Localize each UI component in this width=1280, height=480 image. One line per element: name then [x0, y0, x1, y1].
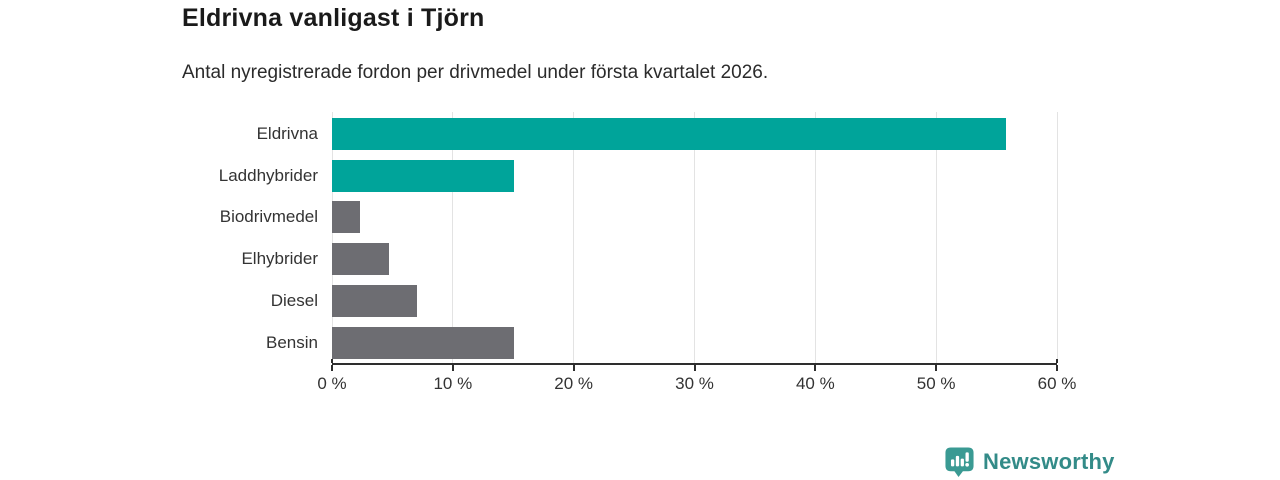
axis-endcap-60 — [1056, 359, 1058, 363]
axis-tick-40 — [814, 365, 817, 371]
gridline-30 — [694, 112, 695, 363]
bar-eldrivna — [332, 118, 1007, 150]
plot-area: 0 % 10 % 20 % 30 % 40 % 50 % 60 % — [317, 112, 1076, 393]
category-label-elhybrider: Elhybrider — [241, 249, 318, 269]
chart-subtitle: Antal nyregistrerade fordon per drivmede… — [182, 62, 769, 83]
axis-tick-60 — [1056, 365, 1058, 371]
bars-layer — [332, 112, 1057, 363]
axis-tick-label-60: 60 % — [1037, 374, 1077, 393]
bar-elhybrider — [332, 243, 389, 276]
axis-tick-0 — [331, 365, 333, 371]
axis-tick-label-0: 0 % — [317, 374, 347, 393]
brand-name: Newsworthy — [983, 449, 1115, 474]
axis-tick-50 — [935, 365, 938, 371]
gridlines-layer — [331, 112, 1058, 363]
gridline-20 — [573, 112, 575, 363]
bar-laddhybrider — [332, 159, 515, 192]
gridline-10 — [452, 112, 454, 363]
category-labels: Eldrivna Laddhybrider Biodrivmedel Elhybrid… — [182, 112, 318, 365]
gridline-60 — [1056, 112, 1058, 363]
axis-tick-10 — [451, 365, 454, 371]
chart-title: Eldrivna vanligast i Tjörn — [182, 4, 485, 32]
bar-bensin — [332, 326, 515, 359]
category-label-bensin: Bensin — [266, 332, 318, 352]
axis-tick-20 — [572, 365, 575, 371]
gridline-50 — [935, 112, 937, 363]
category-label-diesel: Diesel — [270, 290, 318, 310]
axis-tick-label-30: 30 % — [675, 374, 714, 393]
axis-tick-label-20: 20 % — [554, 374, 594, 393]
newsworthy-logo[interactable]: Newsworthy — [944, 446, 1115, 478]
axis-endcap-0 — [331, 359, 333, 363]
bar-chart-bubble-icon — [945, 447, 974, 478]
x-axis: 0 % 10 % 20 % 30 % 40 % 50 % 60 % — [317, 112, 1076, 393]
bar-diesel — [332, 284, 417, 317]
category-label-laddhybrider: Laddhybrider — [218, 165, 318, 185]
category-label-eldrivna: Eldrivna — [256, 124, 318, 143]
bar-biodrivmedel — [332, 201, 360, 234]
category-label-biodrivmedel: Biodrivmedel — [219, 207, 318, 227]
axis-tick-30 — [693, 365, 696, 371]
axis-tick-label-40: 40 % — [795, 374, 835, 393]
gridline-0 — [331, 112, 333, 363]
axis-tick-label-50: 50 % — [916, 374, 956, 393]
gridline-40 — [814, 112, 816, 363]
bar-chart: Eldrivna Laddhybrider Biodrivmedel Elhybrid… — [182, 112, 1076, 393]
axis-tick-label-10: 10 % — [433, 374, 473, 393]
